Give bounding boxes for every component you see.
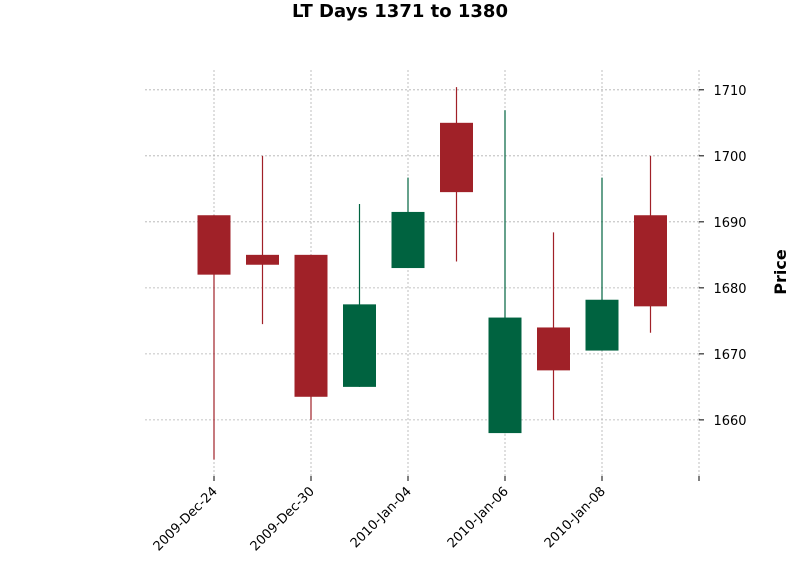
candle-body: [488, 317, 522, 434]
candle-body: [391, 211, 425, 269]
x-tick-label: 2010-Jan-04: [348, 484, 415, 551]
candle-layer: [197, 87, 667, 460]
x-tick-label: 2009-Dec-24: [151, 484, 221, 554]
grid-layer: [145, 70, 700, 476]
x-tick-label: 2009-Dec-30: [248, 484, 318, 554]
candle-body: [440, 122, 473, 193]
x-tick-label: 2010-Jan-06: [445, 484, 512, 551]
y-tick-label: 1690: [713, 216, 746, 231]
y-tick-label: 1660: [713, 414, 746, 429]
candle-body: [537, 327, 570, 371]
y-tick-label: 1700: [713, 150, 746, 165]
y-tick-label: 1680: [713, 282, 746, 297]
candle-body: [197, 215, 231, 275]
y-tick-label: 1670: [713, 348, 746, 363]
x-tick-label: 2010-Jan-08: [542, 484, 609, 551]
chart-title: LT Days 1371 to 1380: [292, 1, 508, 22]
y-tick-label: 1710: [713, 84, 746, 99]
candle-body: [246, 254, 279, 265]
candle-body: [343, 304, 376, 387]
candle-body: [634, 215, 667, 307]
candle-body: [585, 299, 619, 351]
candle-body: [294, 254, 328, 397]
y-axis-label: Price: [771, 249, 790, 295]
